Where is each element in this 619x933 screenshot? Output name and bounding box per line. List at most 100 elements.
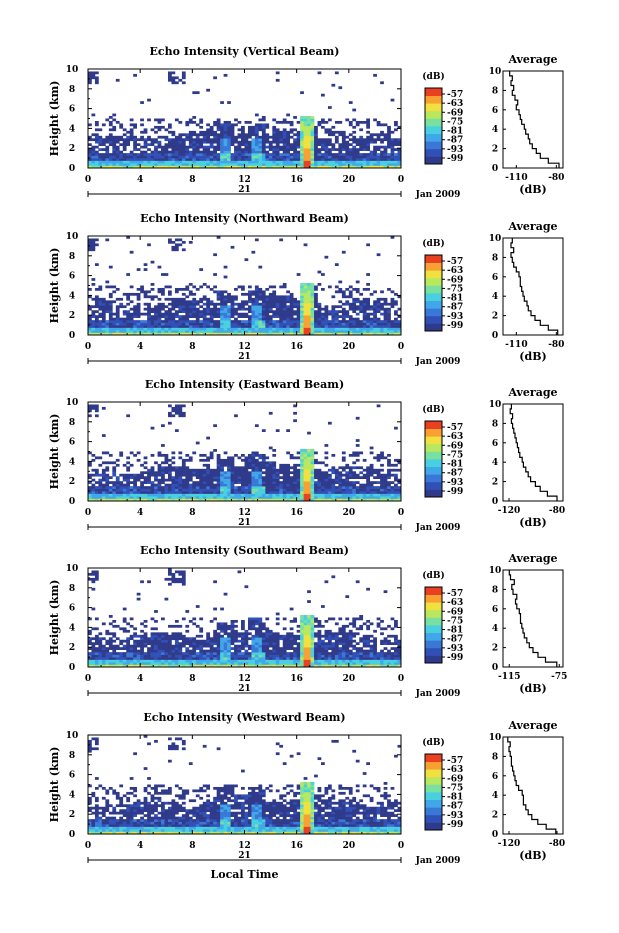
echo-cell [286, 318, 290, 321]
echo-cell [272, 481, 276, 484]
echo-cell [307, 313, 311, 316]
echo-cell [311, 161, 315, 164]
echo-cell [175, 313, 179, 316]
echo-cell [123, 620, 127, 623]
echo-cell [283, 310, 287, 313]
avg-x-tick-label: -110 [505, 173, 528, 183]
echo-cell [178, 318, 182, 321]
echo-cell [182, 305, 186, 308]
echo-cell [203, 325, 207, 328]
echo-cell [161, 476, 165, 479]
echo-cell [123, 486, 127, 489]
echo-cell [234, 298, 238, 301]
echo-cell [123, 323, 127, 326]
echo-cell [290, 313, 294, 316]
echo-cell [123, 652, 127, 655]
echo-cell [314, 491, 318, 494]
echo-cell [380, 153, 384, 156]
echo-cell [98, 298, 102, 301]
echo-cell [227, 131, 231, 134]
echo-cell [178, 288, 182, 291]
echo-cell [380, 323, 384, 326]
echo-cell [234, 148, 238, 151]
echo-cell [363, 163, 367, 166]
echo-cell [349, 330, 353, 333]
echo-cell [105, 158, 109, 161]
echo-cell [203, 320, 207, 323]
echo-cell [213, 608, 217, 611]
echo-cell [119, 655, 123, 658]
echo-cell [255, 459, 259, 462]
echo-cell [241, 325, 245, 328]
echo-cell [227, 471, 231, 474]
echo-cell [158, 640, 162, 643]
echo-cell [279, 323, 283, 326]
echo-cell [175, 657, 179, 660]
echo-cell [321, 119, 325, 122]
echo-cell [109, 143, 113, 146]
echo-cell [241, 328, 245, 331]
echo-cell [95, 300, 99, 303]
echo-cell [345, 310, 349, 313]
echo-cell [185, 494, 189, 497]
echo-cell [147, 290, 151, 293]
echo-cell [151, 310, 155, 313]
echo-cell [307, 323, 311, 326]
echo-cell [203, 153, 207, 156]
echo-cell [241, 148, 245, 151]
echo-cell [290, 121, 294, 124]
echo-cell [359, 293, 363, 296]
echo-cell [238, 143, 242, 146]
echo-cell [314, 320, 318, 323]
echo-cell [241, 489, 245, 492]
echo-cell [387, 313, 391, 316]
echo-cell [391, 481, 395, 484]
echo-cell [217, 471, 221, 474]
echo-cell [178, 161, 182, 164]
echo-cell [213, 136, 217, 139]
echo-cell [147, 494, 151, 497]
echo-cell [314, 484, 318, 487]
echo-cell [272, 163, 276, 166]
echo-cell [123, 163, 127, 166]
echo-cell [112, 313, 116, 316]
echo-cell [272, 286, 276, 289]
echo-cell [88, 407, 92, 410]
echo-cell [241, 133, 245, 136]
echo-cell [192, 323, 196, 326]
echo-cell [304, 288, 308, 291]
echo-cell [133, 640, 137, 643]
echo-cell [262, 461, 266, 464]
echo-cell [262, 491, 266, 494]
echo-cell [304, 116, 308, 119]
echo-cell [283, 298, 287, 301]
echo-cell [245, 476, 249, 479]
echo-cell [178, 153, 182, 156]
echo-cell [105, 652, 109, 655]
echo-cell [144, 494, 148, 497]
echo-cell [95, 660, 99, 663]
echo-cell [251, 133, 255, 136]
echo-cell [231, 491, 235, 494]
echo-cell [238, 330, 242, 333]
echo-cell [304, 494, 308, 497]
echo-cell [105, 642, 109, 645]
echo-cell [300, 303, 304, 306]
echo-cell [314, 459, 318, 462]
echo-cell [276, 494, 280, 497]
echo-cell [384, 489, 388, 492]
x-tick-label: 20 [343, 175, 356, 185]
echo-cell [112, 640, 116, 643]
echo-cell [311, 464, 315, 467]
echo-cell [307, 325, 311, 328]
echo-cell [178, 243, 182, 246]
echo-cell [311, 133, 315, 136]
echo-cell [321, 496, 325, 499]
echo-cell [335, 138, 339, 141]
echo-cell [276, 330, 280, 333]
echo-cell [175, 298, 179, 301]
echo-cell [279, 136, 283, 139]
echo-cell [109, 305, 113, 308]
echo-cell [380, 320, 384, 323]
